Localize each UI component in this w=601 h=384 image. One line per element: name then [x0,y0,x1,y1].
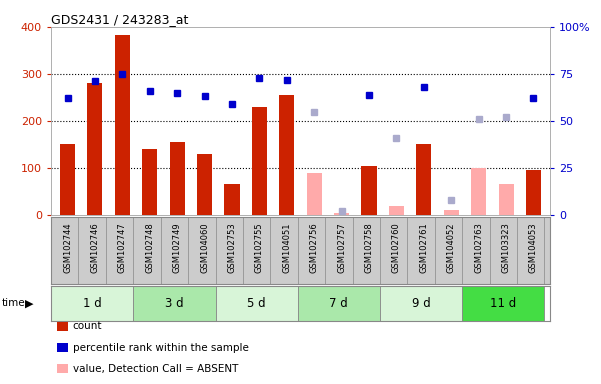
Text: GSM102755: GSM102755 [255,222,264,273]
Text: GSM102758: GSM102758 [365,222,373,273]
Text: GSM102747: GSM102747 [118,222,127,273]
Text: GSM102761: GSM102761 [419,222,429,273]
Text: GSM104053: GSM104053 [529,222,538,273]
Bar [380,286,462,321]
Text: GSM102748: GSM102748 [145,222,154,273]
Text: GSM102757: GSM102757 [337,222,346,273]
Text: GSM102749: GSM102749 [172,222,182,273]
Text: 7 d: 7 d [329,297,348,310]
Bar [133,286,216,321]
Text: GSM102760: GSM102760 [392,222,401,273]
Bar [361,166,377,215]
Bar [498,184,514,215]
Text: percentile rank within the sample: percentile rank within the sample [73,343,249,353]
Bar [334,213,349,215]
Bar [169,142,185,215]
Text: 11 d: 11 d [490,297,516,310]
Bar [471,168,486,215]
Text: GSM102744: GSM102744 [63,222,72,273]
Text: value, Detection Call = ABSENT: value, Detection Call = ABSENT [73,364,238,374]
Bar [142,149,157,215]
Bar [224,184,240,215]
Text: GSM102753: GSM102753 [228,222,236,273]
Text: GSM102763: GSM102763 [474,222,483,273]
Bar [197,154,212,215]
Text: 1 d: 1 d [83,297,102,310]
Bar [389,206,404,215]
Text: GSM104051: GSM104051 [282,222,291,273]
Bar [87,83,103,215]
Text: 5 d: 5 d [248,297,266,310]
Text: GSM102746: GSM102746 [90,222,99,273]
Bar [462,286,545,321]
Bar [297,286,380,321]
Text: time: time [1,298,25,308]
Bar [60,144,75,215]
Bar [252,107,267,215]
Bar [279,95,294,215]
Text: ▶: ▶ [25,298,34,308]
Bar [216,286,297,321]
Bar [115,35,130,215]
Text: GSM104060: GSM104060 [200,222,209,273]
Bar [307,173,322,215]
Text: GSM104052: GSM104052 [447,222,456,273]
Bar [51,286,133,321]
Text: 3 d: 3 d [165,297,184,310]
Bar [526,170,541,215]
Text: GSM102756: GSM102756 [310,222,319,273]
Bar [444,210,459,215]
Text: GDS2431 / 243283_at: GDS2431 / 243283_at [51,13,189,26]
Bar [416,144,432,215]
Text: GSM103323: GSM103323 [502,222,511,273]
Text: 9 d: 9 d [412,297,430,310]
Text: count: count [73,321,102,331]
